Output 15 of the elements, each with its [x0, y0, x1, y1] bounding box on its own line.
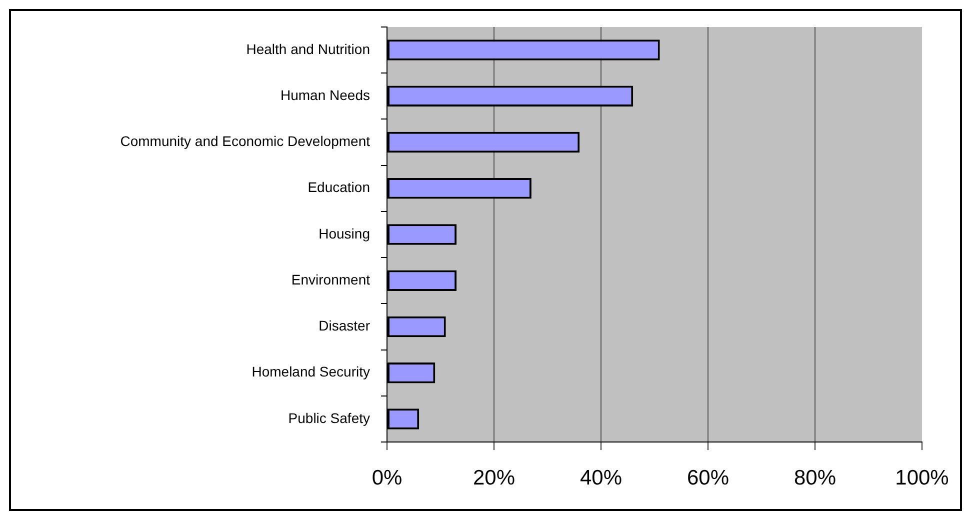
y-tick-label: Public Safety — [288, 410, 370, 426]
y-tick-label: Community and Economic Development — [120, 133, 370, 150]
y-tick-label: Environment — [291, 271, 370, 288]
y-tick-label: Health and Nutrition — [246, 40, 370, 57]
y-tick-label: Housing — [318, 225, 370, 242]
y-tick-label: Human Needs — [280, 87, 370, 104]
x-tick-label: 20% — [472, 466, 516, 490]
x-tick-label: 0% — [372, 466, 402, 490]
y-tick-label: Disaster — [318, 318, 370, 334]
x-tick-label: 60% — [686, 466, 730, 490]
y-tick-label: Education — [308, 179, 370, 196]
x-tick-label: 40% — [580, 466, 622, 490]
x-tick-label: 100% — [895, 466, 949, 490]
y-tick-label: Homeland Security — [252, 364, 370, 380]
x-tick-label: 80% — [794, 466, 836, 490]
